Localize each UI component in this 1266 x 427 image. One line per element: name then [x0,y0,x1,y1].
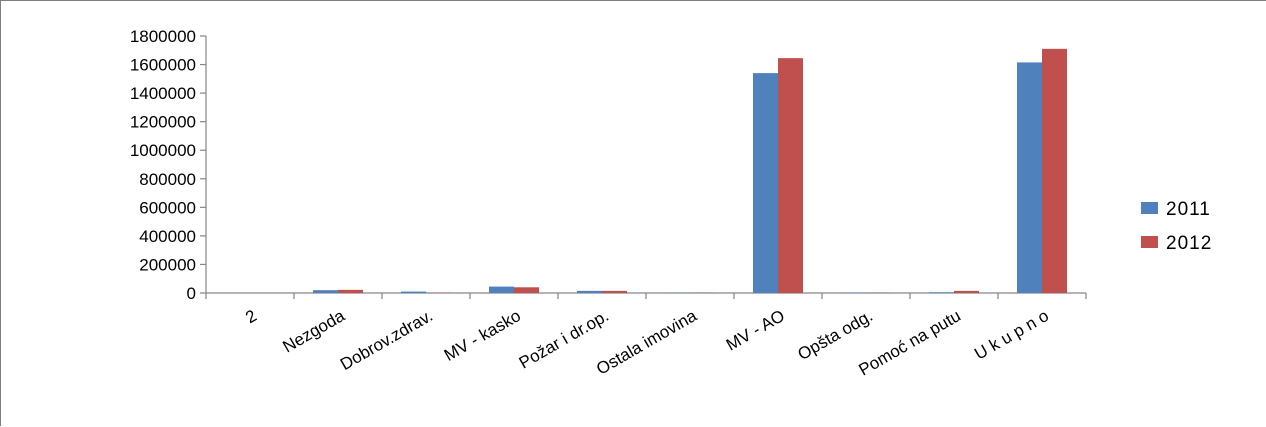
x-category-label: Ostala imovina [593,306,700,379]
legend-label-2012: 2012 [1166,233,1212,254]
legend: 2011 2012 [1141,199,1212,254]
x-category-label: Dobrov.zdrav. [337,306,436,374]
x-category-label: Nezgoda [280,306,349,357]
y-tick-label: 400000 [139,227,196,246]
bar-2011-8 [929,292,954,293]
axes [200,36,1086,299]
legend-swatch-2011 [1141,202,1158,214]
x-category-label: Opšta odg. [794,306,876,364]
y-tick-label: 1800000 [130,27,196,46]
x-category-label: MV - AO [723,306,788,355]
bar-2012-1 [338,290,363,293]
y-tick-label: 0 [187,284,196,303]
legend-label-2011: 2011 [1166,199,1211,220]
bar-2011-9 [1017,62,1042,293]
y-tick-labels: 0 200000 400000 600000 800000 1000000 1200000 1… [130,27,196,303]
bar-2011-1 [313,290,338,293]
bar-2011-6 [753,73,778,293]
bar-2012-4 [602,291,627,293]
x-category-label: MV - kasko [441,306,524,365]
bar-2011-4 [577,291,602,293]
y-tick-label: 1000000 [130,141,196,160]
bar-2011-2 [401,292,426,293]
bar-2012-9 [1042,49,1067,293]
y-tick-label: 1600000 [130,56,196,75]
bar-2012-8 [954,291,979,293]
y-tick-label: 800000 [139,170,196,189]
y-tick-label: 600000 [139,198,196,217]
x-category-label: U k u p n o [971,306,1052,364]
bar-2012-3 [514,287,539,293]
y-tick-label: 1200000 [130,113,196,132]
y-tick-label: 200000 [139,255,196,274]
y-tick-label: 1400000 [130,84,196,103]
bars [313,49,1067,293]
x-category-label: 2 [242,306,260,327]
bar-2012-6 [778,58,803,293]
legend-swatch-2012 [1141,236,1158,248]
bar-2011-3 [489,287,514,293]
